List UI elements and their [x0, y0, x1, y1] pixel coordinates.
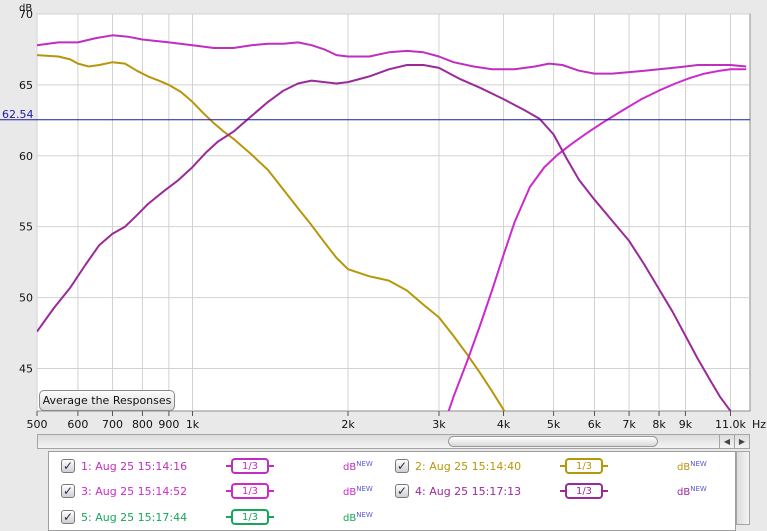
db-label: dB: [677, 487, 691, 498]
series-line-1: [37, 34, 747, 75]
legend-vertical-scrollbar[interactable]: [736, 451, 750, 525]
y-tick-label: 60: [19, 150, 33, 163]
smoothing-control[interactable]: 1/3: [226, 509, 274, 525]
level-marker[interactable]: 62.54: [0, 108, 750, 121]
db-offset-control[interactable]: dBNEW: [343, 460, 373, 473]
chart-series: [37, 34, 747, 411]
x-tick-label: 9k: [679, 418, 693, 431]
x-tick-label: 8k: [652, 418, 666, 431]
legend-entry-4: ✓ 4: Aug 25 15:17:13 1/3 dBNEW: [395, 483, 725, 501]
legend-checkbox[interactable]: ✓: [395, 459, 409, 473]
horizontal-scrollbar[interactable]: ◀ ▶: [37, 434, 750, 449]
x-tick-label: 600: [67, 418, 88, 431]
db-new-tag: NEW: [356, 460, 373, 468]
legend-entry-3: ✓ 3: Aug 25 15:14:52 1/3 dBNEW: [61, 483, 391, 501]
smoothing-control[interactable]: 1/3: [226, 458, 274, 474]
average-responses-button[interactable]: Average the Responses: [39, 390, 175, 411]
x-tick-label: 4k: [497, 418, 511, 431]
legend-checkbox[interactable]: ✓: [61, 484, 75, 498]
db-label: dB: [343, 487, 357, 498]
measurement-label: 2: Aug 25 15:14:40: [415, 460, 522, 473]
measurement-label: 5: Aug 25 15:17:44: [81, 511, 188, 524]
y-tick-label: 65: [19, 79, 33, 92]
db-offset-control[interactable]: dBNEW: [677, 485, 707, 498]
scrollbar-thumb[interactable]: [448, 436, 658, 447]
scroll-right-arrow-icon[interactable]: ▶: [734, 435, 749, 448]
measurement-label: 1: Aug 25 15:14:16: [81, 460, 188, 473]
x-tick-label: 500: [27, 418, 48, 431]
legend-checkbox[interactable]: ✓: [395, 484, 409, 498]
x-tick-label: 7k: [622, 418, 636, 431]
x-tick-label: 700: [102, 418, 123, 431]
measurement-legend: ✓ 1: Aug 25 15:14:16 1/3 dBNEW ✓ 2: Aug 25 15…: [48, 451, 736, 531]
db-label: dB: [677, 462, 691, 473]
db-new-tag: NEW: [690, 485, 707, 493]
y-axis-unit: dB: [19, 3, 32, 14]
y-tick-label: 70: [19, 8, 33, 21]
measurement-label: 4: Aug 25 15:17:13: [415, 485, 522, 498]
series-line-3: [447, 68, 747, 411]
x-tick-label: 900: [158, 418, 179, 431]
smoothing-control[interactable]: 1/3: [560, 458, 608, 474]
y-tick-label: 45: [19, 362, 33, 375]
legend-entry-1: ✓ 1: Aug 25 15:14:16 1/3 dBNEW: [61, 458, 391, 476]
frequency-response-chart: 62.54 500 600 700 800 900 1k 2k 3k 4k 5k 6k 7k 8k 9k 1…: [0, 3, 766, 431]
x-tick-label: 1k: [186, 418, 200, 431]
marker-value-label: 62.54: [2, 108, 34, 121]
x-tick-label: 5k: [547, 418, 561, 431]
x-tick-label: 800: [132, 418, 153, 431]
db-new-tag: NEW: [356, 511, 373, 519]
smoothing-control[interactable]: 1/3: [226, 483, 274, 499]
scroll-left-arrow-icon[interactable]: ◀: [719, 435, 734, 448]
legend-checkbox[interactable]: ✓: [61, 459, 75, 473]
x-tick-label: 11.0k: [715, 418, 746, 431]
axis-labels: 500 600 700 800 900 1k 2k 3k 4k 5k 6k 7k 8k 9k 11.0k 45…: [19, 3, 766, 431]
x-tick-label: 6k: [588, 418, 602, 431]
db-new-tag: NEW: [690, 460, 707, 468]
db-new-tag: NEW: [356, 485, 373, 493]
y-tick-label: 50: [19, 292, 33, 305]
x-tick-label: 2k: [341, 418, 355, 431]
db-offset-control[interactable]: dBNEW: [343, 485, 373, 498]
smoothing-control[interactable]: 1/3: [560, 483, 608, 499]
series-line-4: [37, 64, 732, 411]
measurement-label: 3: Aug 25 15:14:52: [81, 485, 188, 498]
db-offset-control[interactable]: dBNEW: [343, 511, 373, 524]
series-line-2: [37, 54, 506, 411]
legend-checkbox[interactable]: ✓: [61, 510, 75, 524]
x-axis-unit: Hz: [752, 418, 766, 431]
legend-entry-2: ✓ 2: Aug 25 15:14:40 1/3 dBNEW: [395, 458, 725, 476]
db-offset-control[interactable]: dBNEW: [677, 460, 707, 473]
legend-entry-5: ✓ 5: Aug 25 15:17:44 1/3 dBNEW: [61, 509, 391, 527]
db-label: dB: [343, 513, 357, 524]
x-tick-label: 3k: [432, 418, 446, 431]
db-label: dB: [343, 462, 357, 473]
y-tick-label: 55: [19, 221, 33, 234]
